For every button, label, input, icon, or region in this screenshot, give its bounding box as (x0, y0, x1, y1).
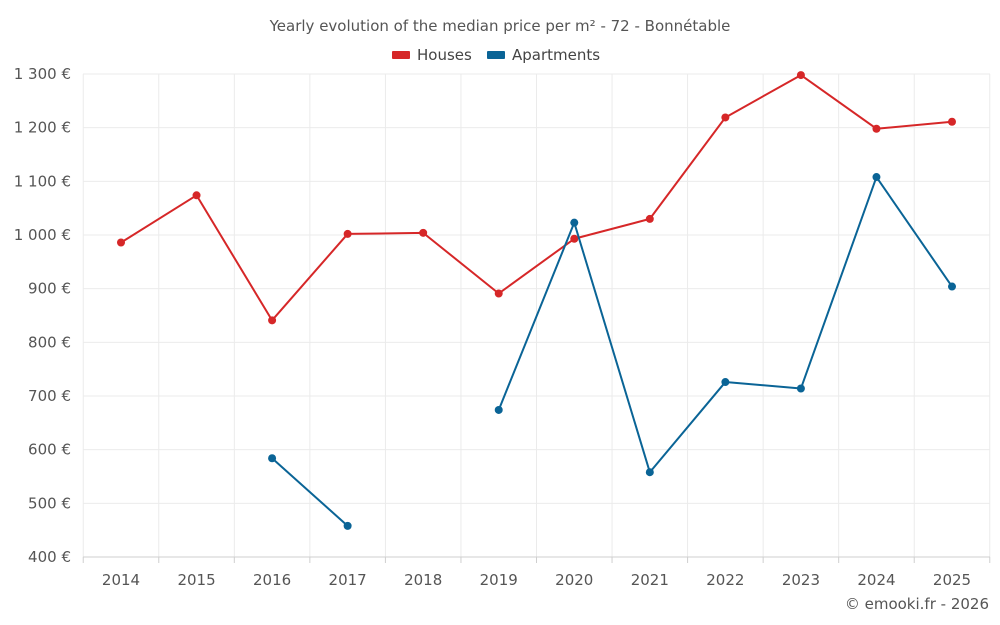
chart-title: Yearly evolution of the median price per… (269, 17, 731, 35)
data-point-houses[interactable] (192, 191, 201, 200)
x-tick-label: 2020 (555, 571, 593, 589)
data-point-apartments[interactable] (494, 405, 503, 414)
series-line-houses (120, 74, 953, 322)
data-point-houses[interactable] (343, 229, 352, 238)
y-tick-label: 500 € (28, 494, 71, 512)
data-point-houses[interactable] (419, 228, 428, 237)
legend-item-houses[interactable]: Houses (392, 46, 472, 64)
legend-label: Houses (417, 46, 472, 64)
y-tick-label: 600 € (28, 441, 71, 459)
data-point-apartments[interactable] (872, 173, 881, 182)
x-tick-label: 2023 (782, 571, 820, 589)
legend-label: Apartments (512, 46, 600, 64)
series-apartments (268, 173, 956, 530)
x-tick-label: 2025 (933, 571, 971, 589)
data-point-apartments[interactable] (343, 521, 352, 530)
data-point-apartments[interactable] (268, 454, 277, 463)
x-tick-label: 2021 (631, 571, 669, 589)
data-point-houses[interactable] (570, 234, 579, 243)
x-tick-label: 2016 (253, 571, 291, 589)
series (117, 71, 956, 530)
data-point-houses[interactable] (117, 238, 125, 247)
legend-swatch (392, 51, 410, 59)
x-tick-label: 2024 (857, 571, 895, 589)
series-line-apartments (271, 457, 349, 527)
data-point-houses[interactable] (721, 113, 730, 122)
data-point-houses[interactable] (494, 289, 503, 298)
y-tick-label: 1 200 € (14, 119, 71, 137)
legend-swatch (487, 51, 505, 59)
data-point-houses[interactable] (872, 124, 881, 133)
y-tick-label: 800 € (28, 333, 71, 351)
axes: 400 € 500 € 600 € 700 € 800 € 900 € 1 000 € 1 1… (14, 65, 991, 589)
data-point-apartments[interactable] (948, 282, 956, 291)
x-tick-label: 2017 (329, 571, 367, 589)
data-point-houses[interactable] (796, 71, 805, 80)
y-tick-label: 900 € (28, 280, 71, 298)
data-point-apartments[interactable] (570, 218, 579, 227)
legend-item-apartments[interactable]: Apartments (487, 46, 600, 64)
data-point-houses[interactable] (948, 117, 956, 126)
y-tick-label: 1 300 € (14, 65, 71, 83)
y-tick-label: 1 100 € (14, 172, 71, 190)
data-point-houses[interactable] (645, 214, 654, 223)
data-point-houses[interactable] (268, 316, 277, 325)
legend[interactable]: Houses Apartments (392, 46, 600, 64)
series-houses (117, 71, 956, 325)
data-point-apartments[interactable] (721, 378, 730, 387)
x-tick-label: 2014 (102, 571, 140, 589)
y-tick-label: 700 € (28, 387, 71, 405)
y-tick-label: 1 000 € (14, 226, 71, 244)
series-line-apartments (497, 176, 953, 474)
x-tick-label: 2022 (706, 571, 744, 589)
credit-text: © emooki.fr - 2026 (845, 595, 989, 613)
x-tick-label: 2018 (404, 571, 442, 589)
data-point-apartments[interactable] (796, 384, 805, 393)
x-tick-label: 2015 (177, 571, 215, 589)
data-point-apartments[interactable] (645, 468, 654, 477)
y-tick-label: 400 € (28, 548, 71, 566)
x-tick-label: 2019 (480, 571, 518, 589)
grid (82, 73, 991, 557)
